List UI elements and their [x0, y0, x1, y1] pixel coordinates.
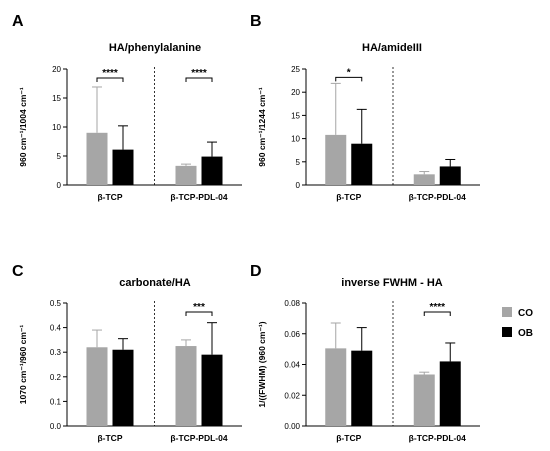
bar: [112, 349, 134, 426]
y-tick-label: 0.4: [50, 324, 62, 333]
y-tick-label: 15: [52, 94, 61, 103]
panel-letter: C: [12, 263, 24, 280]
x-tick-label: β-TCP-PDL-04: [170, 192, 227, 202]
x-tick-label: β-TCP-PDL-04: [409, 433, 466, 443]
bar: [413, 374, 435, 426]
significance-label: ****: [191, 68, 207, 79]
x-tick-label: β-TCP: [97, 433, 122, 443]
panel-letter: D: [250, 263, 262, 280]
y-tick-label: 0: [57, 181, 62, 190]
bar: [325, 134, 347, 185]
y-tick-label: 20: [52, 65, 61, 74]
panel-b: B HA/amideIII 960 cm⁻¹/1244 cm⁻¹ 0 5 10 15 20 25…: [250, 13, 480, 202]
legend-swatch: [502, 327, 512, 337]
y-tick-label: 10: [52, 123, 61, 132]
significance-bracket: [185, 77, 213, 82]
y-axis-label: 1/((FWHM) (960 cm⁻¹): [257, 321, 267, 407]
x-tick-label: β-TCP-PDL-04: [170, 433, 227, 443]
bar: [351, 143, 373, 185]
legend: CO OB: [502, 307, 533, 339]
y-tick-label: 5: [296, 158, 301, 167]
x-tick-label: β-TCP: [336, 433, 361, 443]
legend-label: OB: [518, 328, 533, 339]
y-tick-label: 10: [291, 135, 300, 144]
bar: [413, 174, 435, 185]
y-tick-label: 5: [57, 152, 62, 161]
bar: [175, 346, 197, 426]
significance-bracket: [96, 77, 124, 82]
y-axis-label: 960 cm⁻¹/1244 cm⁻¹: [257, 87, 267, 167]
bar: [325, 348, 347, 426]
y-tick-label: 0.5: [50, 299, 62, 308]
bar: [439, 166, 461, 185]
x-tick-label: β-TCP: [336, 192, 361, 202]
panel-a: A HA/phenylalanine 960 cm⁻¹/1004 cm⁻¹ 0 5 10 1…: [12, 13, 242, 202]
y-tick-label: 0.06: [284, 330, 300, 339]
y-tick-label: 15: [291, 111, 300, 120]
y-tick-label: 0: [296, 181, 301, 190]
panel-letter: A: [12, 13, 24, 30]
significance-bracket: [185, 311, 213, 316]
significance-label: ****: [429, 302, 445, 313]
significance-label: ****: [102, 68, 118, 79]
legend-label: CO: [518, 308, 533, 319]
bar: [439, 361, 461, 426]
y-tick-label: 20: [291, 88, 300, 97]
y-tick-label: 0.0: [50, 422, 62, 431]
y-axis-label: 960 cm⁻¹/1004 cm⁻¹: [18, 87, 28, 167]
y-tick-label: 0.3: [50, 348, 62, 357]
y-tick-label: 0.00: [284, 422, 300, 431]
panel-title: inverse FWHM - HA: [341, 277, 443, 289]
significance-bracket: [423, 311, 451, 316]
bar: [112, 149, 134, 185]
bar: [86, 132, 108, 185]
y-tick-label: 0.04: [284, 361, 300, 370]
panel-title: carbonate/HA: [119, 277, 191, 289]
x-tick-label: β-TCP: [97, 192, 122, 202]
y-axis-label: 1070 cm⁻¹/960 cm⁻¹: [18, 325, 28, 405]
significance-label: *: [347, 67, 351, 78]
y-tick-label: 0.02: [284, 391, 300, 400]
significance-label: ***: [193, 302, 205, 313]
y-tick-label: 25: [291, 65, 300, 74]
panel-letter: B: [250, 13, 262, 30]
panel-title: HA/amideIII: [362, 42, 422, 54]
legend-swatch: [502, 307, 512, 317]
bar: [351, 350, 373, 426]
bar: [175, 165, 197, 185]
y-tick-label: 0.08: [284, 299, 300, 308]
y-tick-label: 0.1: [50, 397, 62, 406]
bar: [201, 354, 223, 426]
x-tick-label: β-TCP-PDL-04: [409, 192, 466, 202]
bar: [86, 347, 108, 426]
panel-title: HA/phenylalanine: [109, 42, 201, 54]
significance-bracket: [335, 76, 363, 82]
bar: [201, 156, 223, 185]
y-tick-label: 0.2: [50, 373, 62, 382]
